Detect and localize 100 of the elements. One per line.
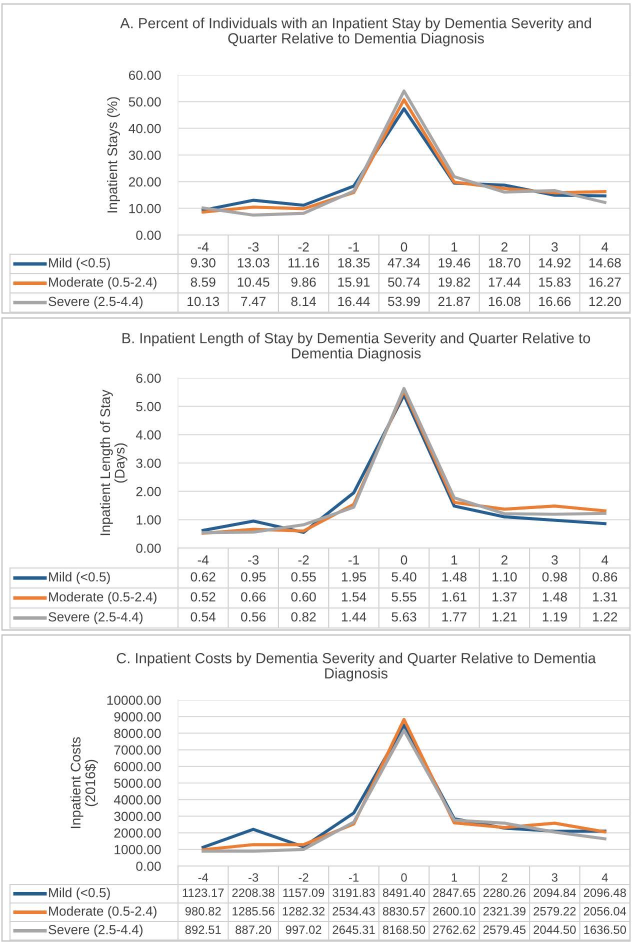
x-tick-label: -1 (349, 873, 359, 882)
x-tick-label: -4 (198, 242, 209, 252)
data-label: 8168.50 (382, 926, 426, 934)
legend-label: Moderate (0.5-2.4) (49, 906, 156, 918)
x-tick-label: -1 (348, 242, 359, 252)
y-tick-label: 10.00 (129, 204, 161, 214)
data-label: 21.87 (438, 296, 470, 306)
data-label: 5.63 (392, 612, 416, 622)
data-label: 1285.56 (232, 907, 274, 916)
data-label: 1.77 (442, 612, 466, 622)
data-label: 13.03 (238, 258, 270, 268)
x-tick-label: -4 (198, 555, 209, 565)
x-tick-label: 4 (602, 242, 608, 252)
data-label: 0.62 (190, 572, 216, 582)
y-tick-label: 10000.00 (107, 696, 161, 705)
legend-label: Mild (<0.5) (49, 888, 110, 900)
data-label: 2056.04 (584, 907, 626, 916)
data-label: 0.52 (190, 592, 216, 602)
x-tick-label: 1 (452, 242, 458, 252)
data-label: 0.66 (241, 592, 266, 602)
x-tick-label: 0 (400, 242, 408, 252)
legend-label: Severe (2.5-4.4) (48, 296, 143, 309)
data-label: 2534.43 (332, 907, 375, 916)
chart-title: C. Inpatient Costs by Dementia Severity and Quarter Relative to Dementia Diagnosis (116, 652, 596, 682)
data-label: 0.56 (241, 612, 266, 622)
legend-label: Severe (2.5-4.4) (48, 612, 143, 624)
y-tick-label: 1.00 (136, 515, 161, 525)
data-label: 17.44 (488, 278, 521, 287)
data-label: 2208.38 (232, 888, 274, 897)
data-label: 8491.40 (382, 888, 426, 897)
data-label: 9.86 (291, 277, 316, 287)
data-label: 1.44 (342, 612, 366, 622)
x-tick-label: 3 (552, 555, 558, 565)
y-tick-label: 6.00 (136, 374, 161, 383)
y-tick-label: 2000.00 (114, 828, 161, 838)
data-label: 15.91 (338, 277, 370, 287)
x-tick-label: 1 (452, 555, 458, 565)
y-tick-label: 3.00 (136, 458, 161, 468)
y-tick-label: 40.00 (128, 124, 161, 134)
data-label: 2579.45 (483, 926, 526, 934)
legend-label: Moderate (0.5-2.4) (49, 592, 156, 604)
y-tick-label: 30.00 (128, 150, 161, 160)
data-label: 0.86 (592, 572, 618, 582)
data-label: 8.14 (291, 296, 316, 306)
y-tick-label: 60.00 (128, 70, 161, 80)
data-label: 7.47 (241, 296, 266, 306)
data-label: 2600.10 (433, 907, 476, 916)
data-label: 19.82 (438, 277, 470, 287)
chart-title: B. Inpatient Length of Stay by Dementia Severity and Quarter Relative to Dementia Diagnosis (122, 332, 590, 362)
data-label: 2096.48 (584, 888, 626, 897)
data-label: 1157.09 (283, 888, 324, 897)
data-label: 50.74 (388, 277, 420, 287)
data-label: 0.98 (542, 572, 567, 582)
data-label: 0.95 (241, 572, 266, 582)
data-label: 2044.50 (534, 926, 576, 934)
data-label: 0.55 (291, 572, 316, 582)
x-tick-label: 0 (400, 555, 408, 565)
data-label: 1.54 (342, 592, 366, 602)
y-tick-label: 1000.00 (114, 844, 161, 854)
x-tick-label: 0 (401, 873, 407, 882)
data-label: 2280.26 (483, 888, 526, 897)
x-tick-label: 4 (602, 555, 608, 565)
x-tick-label: -4 (198, 873, 208, 882)
data-label: 1.48 (542, 592, 567, 602)
data-label: 9.30 (190, 258, 216, 268)
data-label: 2762.62 (433, 926, 476, 934)
data-label: 1.95 (342, 572, 366, 582)
data-label: 16.44 (338, 296, 370, 306)
legend-label: Moderate (0.5-2.4) (49, 277, 156, 290)
data-label: 47.34 (388, 258, 420, 268)
data-label: 8.59 (190, 277, 216, 287)
data-label: 1282.32 (282, 907, 325, 916)
data-label: 0.60 (291, 592, 316, 602)
data-label: 19.46 (438, 258, 470, 268)
data-label: 0.54 (190, 612, 216, 622)
y-tick-label: 9000.00 (114, 712, 161, 722)
x-tick-label: -2 (298, 873, 308, 882)
data-label: 3191.83 (332, 888, 375, 897)
data-label: 980.82 (185, 907, 221, 916)
data-label: 16.66 (539, 296, 571, 306)
data-label: 14.92 (539, 258, 571, 268)
legend-label: Mild (<0.5) (49, 572, 110, 584)
chart-title: A. Percent of Individuals with an Inpatient Stay by Dementia Severity and Quarter Relative to Dementia Diagnosis (120, 18, 591, 46)
data-label: 1636.50 (584, 926, 626, 934)
x-tick-label: -1 (348, 555, 359, 565)
legend-label: Mild (<0.5) (49, 258, 110, 270)
x-tick-label: 3 (552, 242, 558, 252)
x-tick-label: -2 (298, 555, 309, 565)
data-label: 1.21 (492, 612, 517, 622)
y-tick-label: 0.00 (136, 544, 161, 553)
data-label: 0.82 (291, 612, 316, 622)
data-label: 1.61 (442, 592, 466, 602)
data-label: 1.19 (542, 612, 567, 622)
y-tick-label: 4000.00 (114, 795, 161, 805)
data-label: 1.31 (593, 592, 618, 602)
y-tick-label: 20.00 (128, 177, 161, 187)
data-label: 892.51 (185, 926, 221, 934)
x-tick-label: 4 (602, 873, 608, 882)
data-label: 14.68 (589, 258, 621, 268)
x-tick-label: 2 (501, 555, 508, 565)
